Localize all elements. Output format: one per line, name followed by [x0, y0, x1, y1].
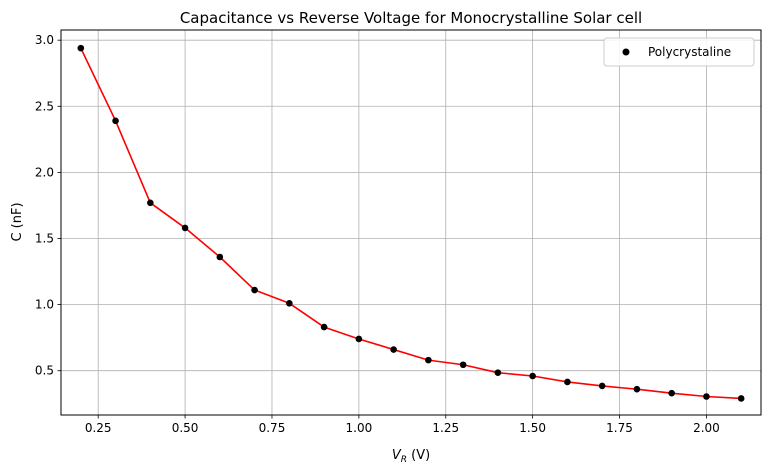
axis-ticks: 0.25 0.50 0.75 1.00 1.25 1.50 1.75 2.00 0.5 1.0 1.… — [35, 33, 720, 435]
data-point — [598, 382, 606, 390]
x-tick-label: 0.25 — [85, 421, 112, 435]
y-axis-label: C (nF) — [10, 202, 25, 241]
x-tick-label: 0.50 — [172, 421, 199, 435]
data-point — [77, 44, 85, 52]
x-axis-label-subscript: R — [401, 455, 407, 465]
legend-box — [603, 37, 755, 67]
data-point — [251, 286, 258, 294]
y-tick-label: 1.0 — [35, 298, 54, 312]
plot-frame — [60, 29, 762, 416]
x-axis-label-unit: (V) — [407, 448, 430, 463]
data-point — [425, 356, 432, 364]
legend: Polycrystaline — [603, 37, 755, 67]
data-point — [112, 117, 119, 125]
x-tick-label: 0.75 — [259, 421, 286, 435]
data-point — [390, 346, 397, 353]
data-point — [703, 393, 710, 400]
data-point — [216, 253, 224, 261]
data-point — [286, 299, 293, 307]
data-point — [459, 361, 467, 369]
x-tick-label: 1.00 — [346, 421, 373, 435]
y-tick-label: 1.5 — [35, 231, 54, 245]
chart-title: Capacitance vs Reverse Voltage for Monoc… — [180, 9, 642, 27]
data-point — [737, 395, 745, 402]
x-tick-label: 1.50 — [519, 421, 546, 435]
data-point — [494, 369, 502, 376]
data-point — [668, 389, 675, 397]
x-tick-label: 2.00 — [693, 421, 720, 435]
x-tick-label: 1.25 — [432, 421, 459, 435]
x-axis-label: VR (V) — [392, 448, 430, 465]
data-point — [355, 335, 363, 343]
data-point — [181, 224, 189, 232]
data-point — [147, 199, 154, 207]
y-tick-label: 0.5 — [35, 364, 54, 378]
legend-marker — [622, 48, 630, 56]
y-tick-label: 2.0 — [35, 165, 54, 179]
plot-area — [77, 44, 745, 402]
data-point — [564, 378, 571, 386]
x-axis-label-main: V — [392, 448, 402, 463]
series-line — [80, 47, 742, 400]
y-tick-label: 3.0 — [35, 33, 54, 47]
data-point — [633, 385, 641, 393]
x-tick-label: 1.75 — [606, 421, 633, 435]
legend-label: Polycrystaline — [648, 45, 731, 59]
y-tick-label: 2.5 — [35, 99, 54, 113]
data-point — [320, 323, 328, 331]
data-point — [529, 372, 536, 380]
